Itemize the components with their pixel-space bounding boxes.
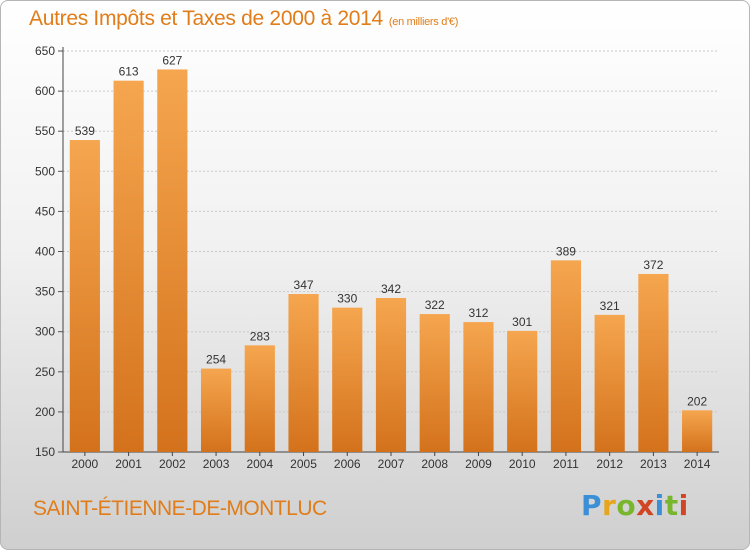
bar-2003: [200, 368, 232, 452]
y-tick-label: 650: [35, 44, 55, 58]
logo-letter: i: [654, 489, 665, 522]
data-label: 254: [206, 353, 226, 367]
title-text: Autres Impôts et Taxes de 2000 à 2014: [29, 7, 383, 30]
data-label: 342: [381, 282, 401, 296]
data-label: 202: [687, 394, 707, 408]
data-label: 321: [600, 299, 620, 313]
y-tick-label: 300: [35, 325, 55, 339]
x-tick-label: 2001: [115, 457, 142, 471]
chart-title: Autres Impôts et Taxes de 2000 à 2014 (en…: [29, 7, 458, 31]
x-tick-label: 2012: [596, 457, 623, 471]
bar-2000: [69, 140, 100, 452]
x-tick-label: 2006: [334, 457, 361, 471]
data-label: 312: [468, 306, 488, 320]
bar-2007: [375, 298, 407, 452]
bar-2009: [463, 322, 494, 452]
data-label: 347: [294, 278, 314, 292]
logo-letter: o: [616, 489, 637, 522]
chart-subtitle: (en milliers d'€): [388, 16, 459, 28]
y-tick-label: 250: [35, 365, 55, 379]
logo-letter: x: [636, 489, 655, 522]
x-tick-label: 2000: [72, 457, 99, 471]
data-label: 372: [643, 258, 663, 272]
logo-letter: t: [664, 489, 679, 522]
y-tick-label: 550: [35, 124, 55, 138]
x-tick-label: 2002: [159, 457, 186, 471]
data-label: 389: [556, 244, 576, 258]
data-label: 613: [119, 65, 139, 79]
y-tick-label: 150: [35, 445, 55, 459]
y-tick-label: 600: [35, 84, 55, 98]
bar-2011: [550, 260, 582, 452]
x-tick-label: 2014: [684, 457, 711, 471]
bar-2006: [332, 307, 363, 452]
proxiti-logo: Proxiti: [581, 489, 689, 522]
y-tick-label: 350: [35, 285, 55, 299]
bar-2005: [288, 294, 319, 452]
data-label: 322: [425, 298, 445, 312]
x-tick-label: 2003: [203, 457, 230, 471]
x-tick-label: 2010: [509, 457, 536, 471]
y-tick-label: 400: [35, 245, 55, 259]
bar-2013: [638, 273, 669, 452]
x-tick-label: 2009: [465, 457, 492, 471]
x-tick-label: 2004: [246, 457, 273, 471]
town-name: SAINT-ÉTIENNE-DE-MONTLUC: [33, 497, 327, 520]
x-tick-label: 2008: [421, 457, 448, 471]
logo-letter: i: [678, 489, 689, 522]
bar-2012: [594, 314, 625, 452]
x-tick-label: 2007: [378, 457, 405, 471]
bar-2004: [244, 345, 275, 452]
logo-letter: P: [581, 489, 603, 522]
logo-letter: r: [602, 489, 617, 522]
x-tick-label: 2005: [290, 457, 317, 471]
bar-2001: [113, 80, 144, 452]
data-label: 283: [250, 329, 270, 343]
data-label: 627: [162, 53, 182, 67]
data-label: 330: [337, 292, 357, 306]
bar-2014: [682, 410, 713, 452]
y-tick-label: 450: [35, 204, 55, 218]
x-tick-label: 2013: [640, 457, 667, 471]
y-tick-label: 500: [35, 164, 55, 178]
bar-2002: [157, 69, 188, 453]
bar-2008: [419, 314, 450, 452]
y-tick-label: 200: [35, 405, 55, 419]
data-label: 539: [75, 124, 95, 138]
data-label: 301: [512, 315, 532, 329]
x-tick-label: 2011: [553, 457, 579, 471]
bar-2010: [507, 330, 538, 452]
